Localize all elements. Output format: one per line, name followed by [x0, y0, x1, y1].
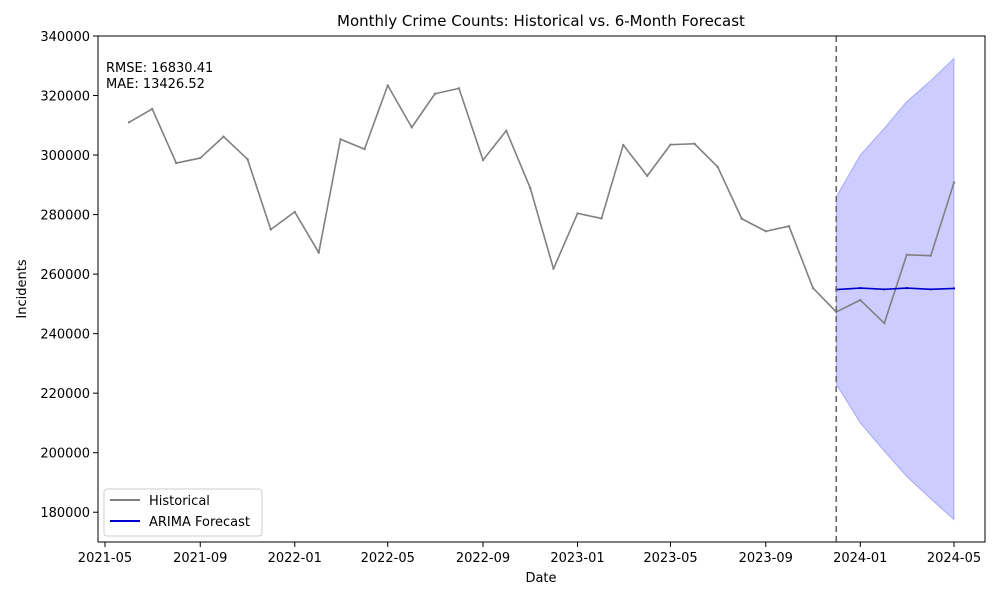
- historical-point: [693, 142, 696, 145]
- forecast-point: [905, 287, 908, 290]
- historical-point: [363, 147, 366, 151]
- historical-point: [293, 210, 296, 214]
- y-tick-label: 240000: [40, 328, 90, 343]
- y-tick-label: 200000: [40, 447, 90, 462]
- historical-point: [552, 267, 555, 270]
- historical-point: [952, 181, 956, 184]
- historical-point: [410, 126, 413, 129]
- x-tick-label: 2023-09: [739, 551, 793, 566]
- series-arima-forecast-line: [836, 287, 955, 291]
- historical-point: [246, 158, 249, 161]
- y-tick-label: 220000: [40, 387, 90, 402]
- axes-frame: [97, 35, 986, 543]
- chart-title: Monthly Crime Counts: Historical vs. 6-M…: [337, 12, 745, 30]
- historical-point: [317, 251, 320, 254]
- historical-point: [505, 129, 508, 132]
- historical-point: [339, 138, 342, 141]
- historical-point: [481, 158, 485, 162]
- historical-point: [600, 217, 603, 220]
- y-tick-label: 320000: [40, 90, 90, 105]
- historical-point: [859, 298, 862, 302]
- x-tick-label: 2022-09: [456, 551, 510, 566]
- historical-point: [386, 84, 389, 87]
- y-tick-label: 340000: [40, 30, 90, 45]
- rmse-annotation: RMSE: 16830.41: [106, 61, 213, 76]
- forecast-point: [952, 287, 956, 290]
- historical-point: [529, 186, 532, 190]
- x-tick-label: 2021-09: [173, 551, 227, 566]
- historical-point: [127, 121, 131, 124]
- x-tick-label: 2023-05: [643, 551, 697, 566]
- historical-point: [151, 107, 154, 111]
- y-tick-label: 180000: [40, 506, 90, 521]
- x-tick-label: 2023-01: [550, 551, 604, 566]
- historical-point: [622, 143, 625, 147]
- forecast-point: [859, 287, 862, 290]
- x-tick-label: 2024-01: [833, 551, 887, 566]
- legend-box: [103, 488, 263, 537]
- x-tick-label: 2021-05: [78, 551, 132, 566]
- historical-point: [646, 174, 649, 178]
- historical-point: [740, 217, 743, 220]
- legend-label-arima-forecast: ARIMA Forecast: [149, 515, 250, 530]
- legend-label-historical: Historical: [149, 494, 210, 509]
- y-tick-label: 300000: [40, 149, 90, 164]
- historical-point: [883, 322, 886, 325]
- legend: Historical ARIMA Forecast: [103, 488, 263, 537]
- historical-point: [199, 156, 202, 160]
- historical-point: [669, 143, 672, 146]
- historical-point: [716, 165, 719, 169]
- series-historical-line: [128, 84, 955, 325]
- x-tick-label: 2022-01: [268, 551, 322, 566]
- x-tick-label: 2022-05: [361, 551, 415, 566]
- historical-point: [175, 161, 178, 165]
- y-tick-label: 280000: [40, 209, 90, 224]
- forecast-point: [929, 288, 932, 291]
- historical-point: [811, 286, 815, 290]
- historical-point: [787, 224, 791, 228]
- historical-point: [222, 135, 225, 138]
- historical-point: [905, 253, 908, 256]
- x-axis-title: Date: [525, 571, 556, 586]
- historical-point: [433, 92, 437, 95]
- historical-point: [929, 254, 932, 257]
- y-axis-title: Incidents: [15, 259, 30, 318]
- historical-point: [269, 228, 272, 231]
- plot-area: [127, 36, 956, 542]
- y-tick-label: 260000: [40, 268, 90, 283]
- historical-point: [576, 212, 579, 215]
- historical-point: [764, 230, 767, 233]
- historical-point: [457, 87, 461, 90]
- axes: 2021-05 2021-09 2022-01 2022-05 2022-09 2023-…: [40, 30, 986, 566]
- mae-annotation: MAE: 13426.52: [106, 77, 205, 92]
- forecast-point: [883, 288, 886, 291]
- x-tick-label: 2024-05: [927, 551, 981, 566]
